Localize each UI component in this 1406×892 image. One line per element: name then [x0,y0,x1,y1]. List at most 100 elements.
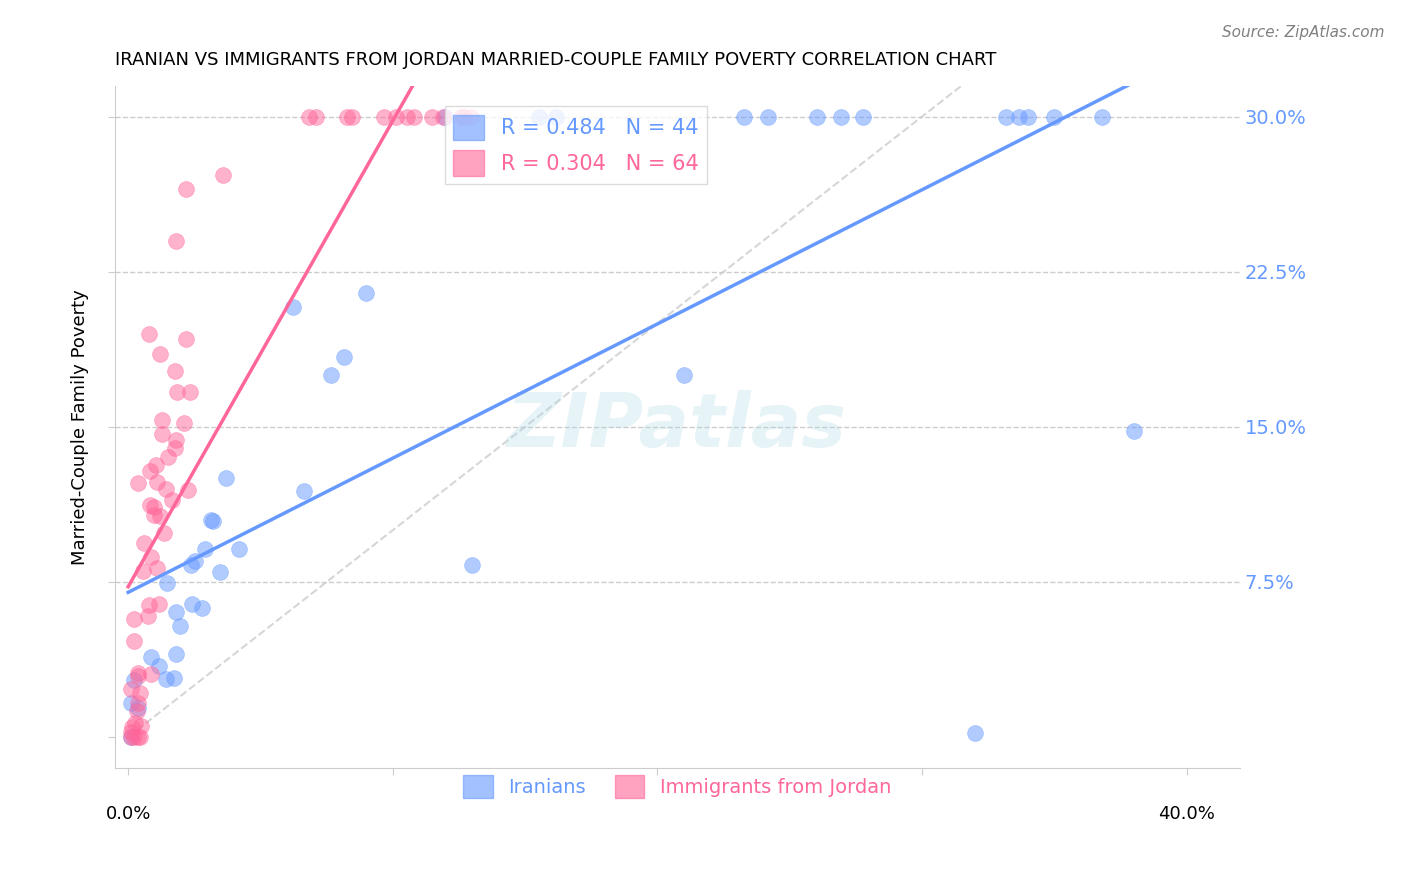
Text: IRANIAN VS IMMIGRANTS FROM JORDAN MARRIED-COUPLE FAMILY POVERTY CORRELATION CHAR: IRANIAN VS IMMIGRANTS FROM JORDAN MARRIE… [115,51,997,69]
Point [527,110,550,124]
Point [129,730,152,744]
Text: Source: ZipAtlas.com: Source: ZipAtlas.com [1222,25,1385,40]
Point [163,363,186,377]
Point [145,458,167,472]
Point [141,550,163,565]
Point [127,666,149,681]
Point [120,696,142,710]
Point [165,433,187,447]
Point [756,110,779,124]
Point [336,110,359,124]
Point [163,441,186,455]
Point [150,427,173,442]
Point [180,597,202,611]
Point [852,110,875,124]
Point [127,730,149,744]
Point [395,110,418,124]
Point [138,326,160,341]
Point [148,659,170,673]
Point [125,704,148,718]
Y-axis label: Married-Couple Family Poverty: Married-Couple Family Poverty [72,289,89,565]
Point [165,605,187,619]
Text: ZIPatlas: ZIPatlas [508,391,848,463]
Point [215,471,238,485]
Point [228,542,250,557]
Point [354,286,377,301]
Point [146,561,169,575]
Point [1017,110,1039,124]
Point [143,500,166,514]
Point [165,647,187,661]
Point [124,611,146,625]
Point [432,110,454,124]
Point [806,110,828,124]
Point [194,542,217,557]
Point [373,110,395,124]
Point [129,719,152,733]
Point [127,700,149,714]
Point [122,634,145,648]
Point [122,730,145,744]
Point [201,514,224,528]
Point [145,475,167,490]
Point [385,110,408,124]
Point [143,508,166,522]
Point [173,416,195,430]
Point [995,110,1018,124]
Point [138,598,160,612]
Point [460,110,482,124]
Point [132,564,155,578]
Point [319,368,342,383]
Point [292,483,315,498]
Point [120,725,142,739]
Point [138,499,160,513]
Point [298,110,321,124]
Point [150,413,173,427]
Point [180,558,202,572]
Point [155,673,177,687]
Point [148,598,170,612]
Point [433,110,456,124]
Point [1043,110,1066,124]
Point [162,493,184,508]
Point [121,720,143,734]
Point [208,565,231,579]
Point [453,110,475,124]
Point [450,110,472,124]
Point [127,475,149,490]
Point [124,715,146,730]
Point [333,350,356,364]
Point [139,650,162,665]
Point [134,536,156,550]
Point [127,669,149,683]
Point [963,726,986,740]
Point [163,672,186,686]
Point [136,609,159,624]
Text: 40.0%: 40.0% [1159,805,1215,823]
Point [546,110,568,124]
Point [156,576,179,591]
Point [153,526,176,541]
Point [129,686,152,700]
Point [177,483,200,497]
Point [165,234,187,248]
Point [127,696,149,710]
Point [149,508,172,523]
Point [212,168,235,182]
Point [830,110,852,124]
Point [124,673,146,687]
Point [672,368,695,382]
Point [1122,424,1144,438]
Point [120,730,142,744]
Point [402,110,425,124]
Point [139,464,162,478]
Point [191,601,214,615]
Point [733,110,755,124]
Point [179,384,201,399]
Point [420,110,443,124]
Point [174,332,197,346]
Point [166,384,188,399]
Legend: Iranians, Immigrants from Jordan: Iranians, Immigrants from Jordan [456,767,898,806]
Point [149,347,172,361]
Text: 0.0%: 0.0% [105,805,150,823]
